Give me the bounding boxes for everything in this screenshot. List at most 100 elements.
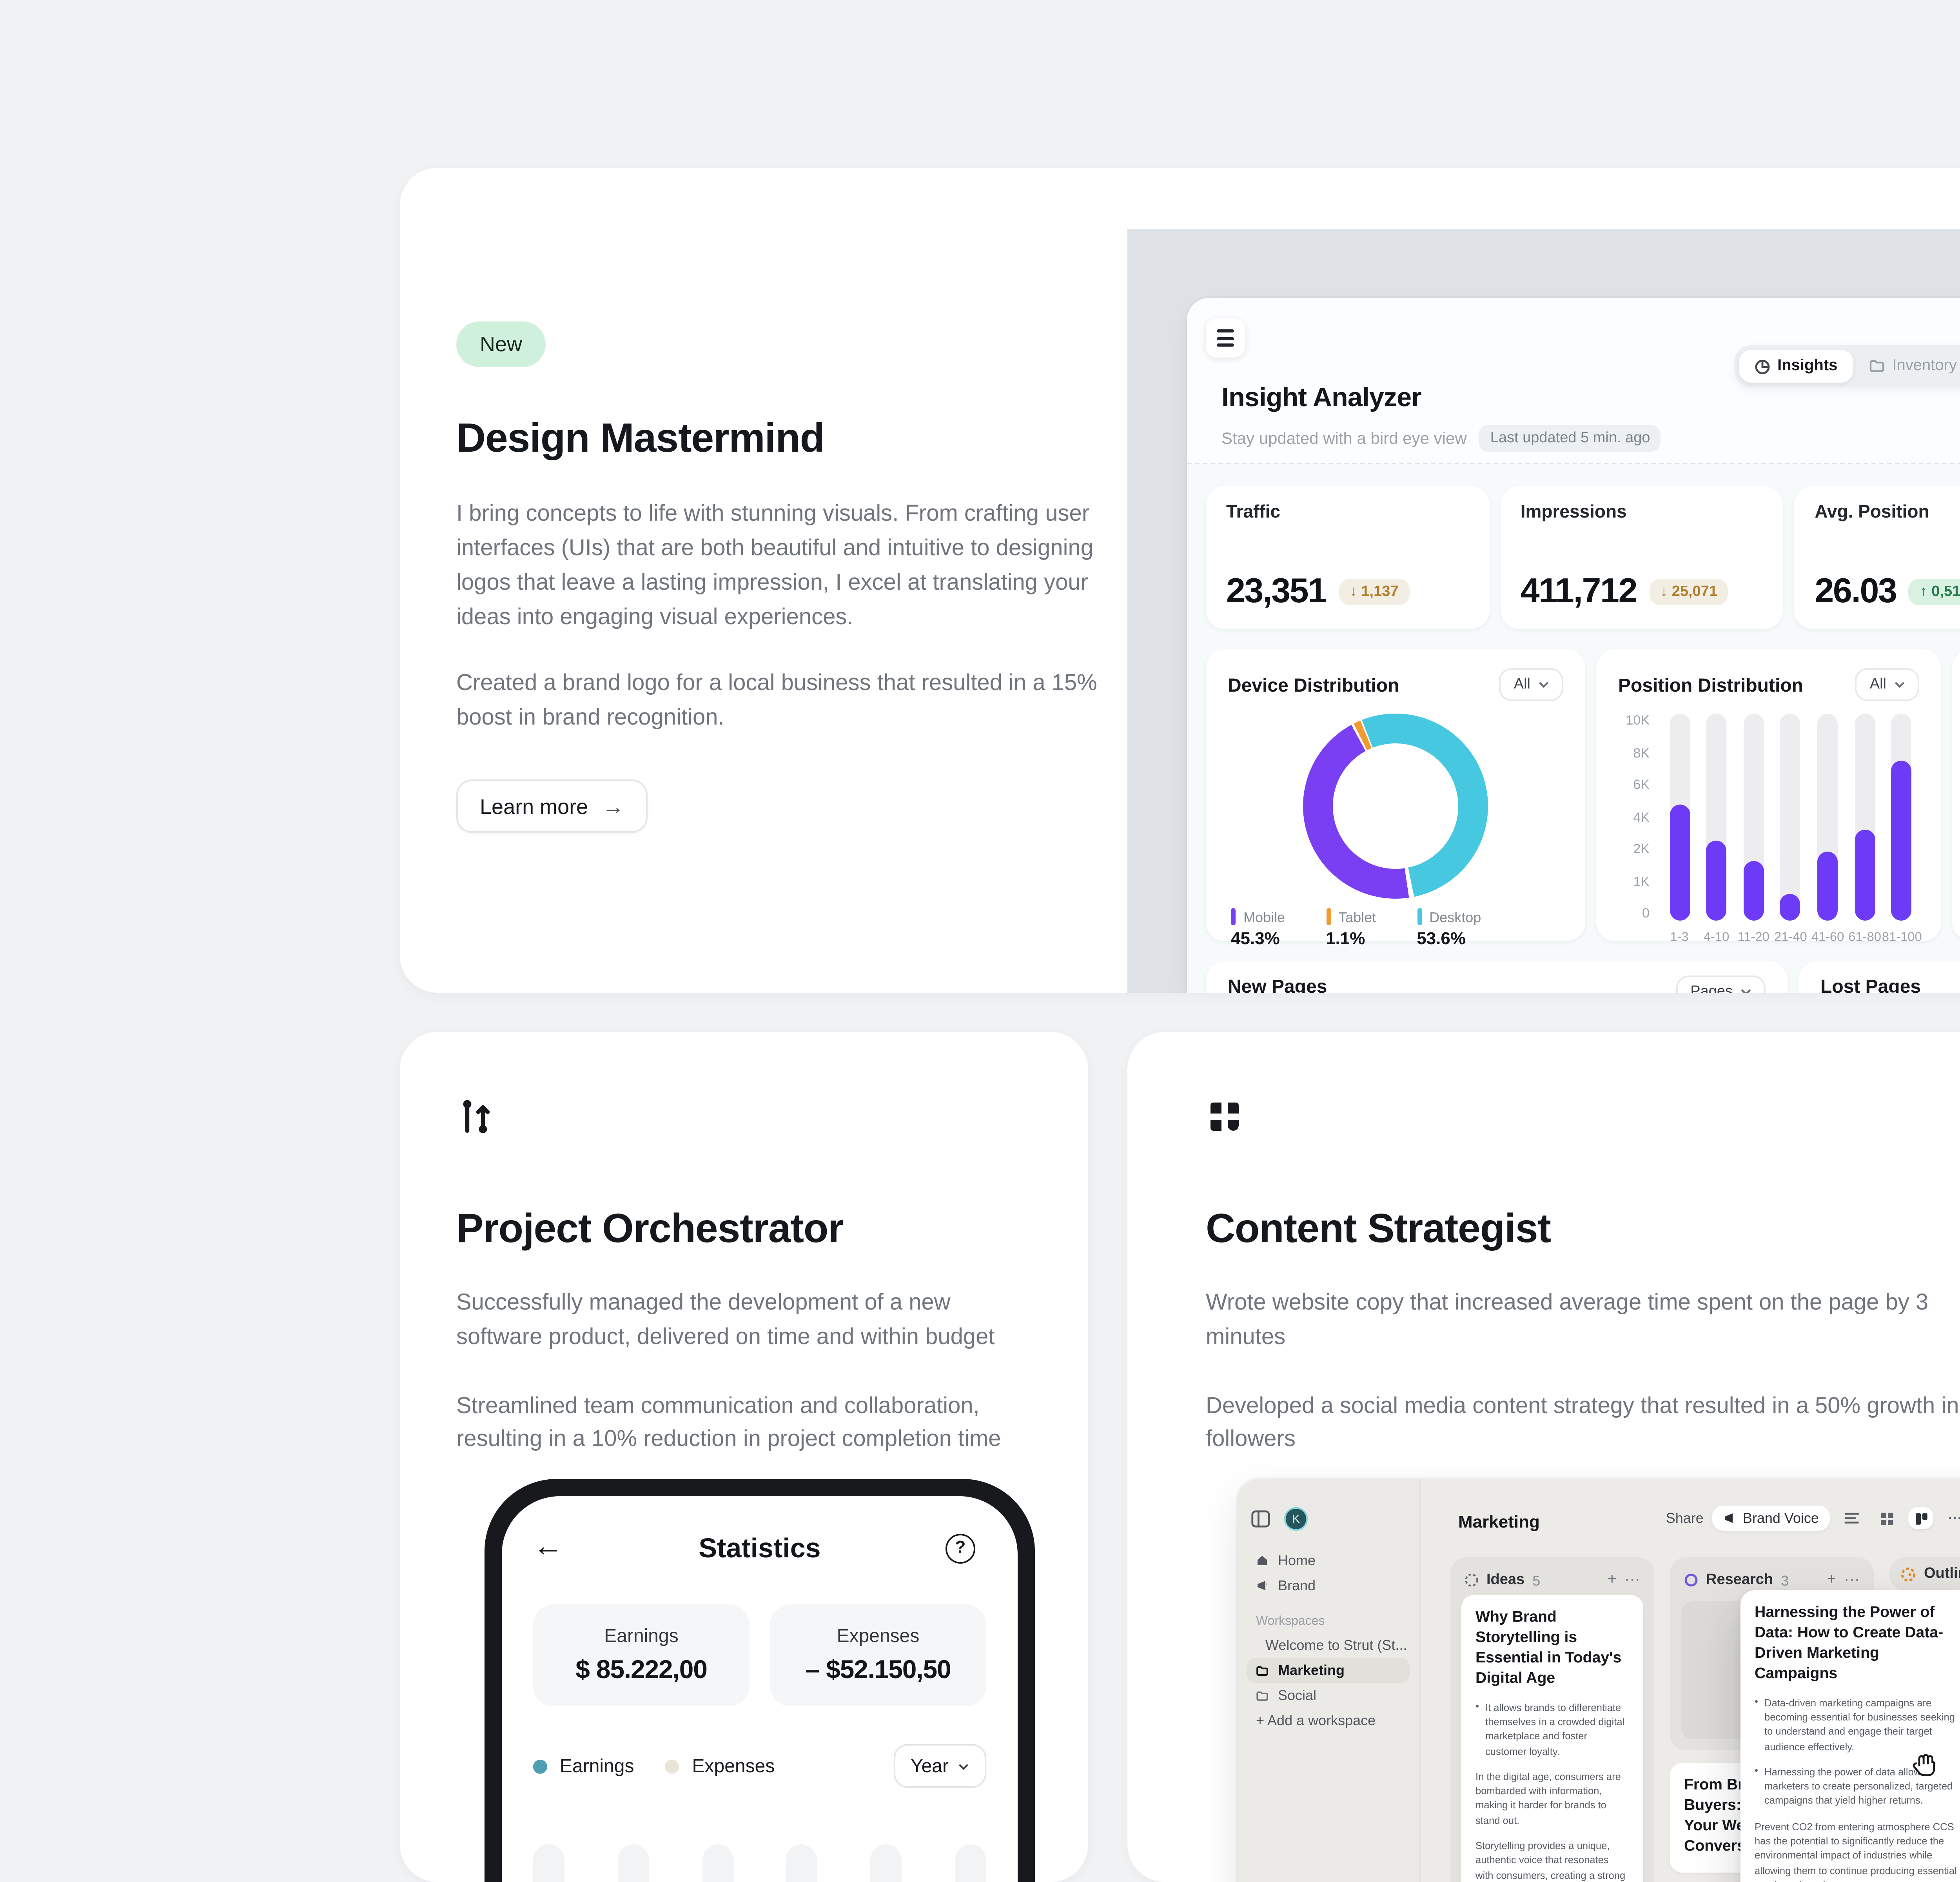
sidebar-item-social[interactable]: Social <box>1247 1683 1410 1708</box>
dragged-card[interactable]: Harnessing the Power of Data: How to Cre… <box>1740 1590 1960 1882</box>
year-select[interactable]: Year <box>893 1744 986 1788</box>
folder-icon <box>1869 360 1884 372</box>
device-donut <box>1303 714 1488 899</box>
topbar-actions: Share Brand Voice ··· <box>1666 1506 1960 1531</box>
back-arrow-icon[interactable]: ← <box>533 1531 563 1564</box>
stat-delta-badge: ↓ 25,071 <box>1649 578 1728 605</box>
year-select-value: Year <box>911 1755 949 1777</box>
learn-more-button[interactable]: Learn more → <box>456 779 648 833</box>
pages-row: New Pages Pages Lost Pages <box>1206 961 1960 993</box>
content-paragraph-1: Wrote website copy that increased averag… <box>1206 1291 1929 1350</box>
share-button[interactable]: Share <box>1666 1510 1704 1526</box>
desktop-swatch <box>1417 908 1422 925</box>
hero-title: Design Mastermind <box>456 414 825 461</box>
stat-delta: 25,071 <box>1671 583 1717 600</box>
more-options-icon[interactable]: ··· <box>1948 1510 1960 1526</box>
y-tick: 10K <box>1626 712 1650 728</box>
arrow-down-icon: ↓ <box>1660 583 1668 600</box>
bar-column: 21-40 <box>1773 714 1808 944</box>
stats-row: Traffic 23,351 ↓ 1,137 Impressions 411,7… <box>1206 486 1960 629</box>
mobile-swatch <box>1231 908 1236 925</box>
column-menu-icon[interactable]: ··· <box>1624 1571 1640 1589</box>
legend-label: Tablet <box>1338 909 1376 925</box>
menu-icon[interactable] <box>1206 318 1245 358</box>
bar-fill <box>1817 852 1838 921</box>
legend-label: Mobile <box>1243 909 1285 925</box>
x-tick: 41-60 <box>1811 930 1844 944</box>
bar-fill <box>1855 829 1875 921</box>
position-filter-select[interactable]: All <box>1855 668 1919 701</box>
bar-column: 61-80 <box>1847 714 1882 944</box>
tab-inventory[interactable]: Inventory <box>1853 350 1960 383</box>
column-menu-icon[interactable]: ··· <box>1844 1571 1860 1589</box>
chevron-down-icon <box>1895 682 1905 688</box>
help-icon[interactable]: ? <box>946 1533 975 1563</box>
stat-delta: 1,137 <box>1361 583 1399 600</box>
content-title: Content Strategist <box>1206 1204 1551 1252</box>
position-chart: 10K 8K 6K 4K 2K 1K 0 1-3 4-10 11-20 21-40 41-60 61-… <box>1618 712 1922 944</box>
strut-topbar: Marketing Share Brand Voice ··· <box>1421 1479 1960 1548</box>
brand-voice-button[interactable]: Brand Voice <box>1713 1506 1830 1531</box>
sidebar-item-label: Brand <box>1278 1578 1316 1593</box>
card-title: Why Brand Storytelling is Essential in T… <box>1475 1609 1622 1688</box>
kanban-view-icon[interactable] <box>1908 1507 1933 1529</box>
lost-pages-card: Lost Pages <box>1798 961 1960 993</box>
device-filter-select[interactable]: All <box>1499 668 1563 701</box>
y-tick: 2K <box>1633 841 1650 857</box>
sidebar-item-label: Home <box>1278 1553 1316 1568</box>
stat-card-impressions: Impressions 411,712 ↓ 25,071 <box>1500 486 1784 629</box>
dashboard-header: Insights Inventory Insight Analyzer Stay… <box>1187 298 1960 464</box>
idea-card-1[interactable]: Why Brand Storytelling is Essential in T… <box>1461 1595 1643 1882</box>
device-legend: Mobile 45.3% Tablet 1.1% Desktop 53.6% <box>1206 899 1585 949</box>
sidebar-item-label: Marketing <box>1278 1662 1345 1678</box>
add-card-icon[interactable]: + <box>1607 1571 1617 1589</box>
x-tick: 81-100 <box>1882 930 1922 944</box>
folder-icon <box>1256 1691 1268 1700</box>
list-view-icon[interactable] <box>1839 1507 1864 1529</box>
sidebar-item-marketing[interactable]: Marketing <box>1247 1658 1410 1683</box>
bar-fill <box>1706 840 1727 921</box>
expenses-label: Expenses <box>837 1625 920 1647</box>
y-tick: 6K <box>1633 776 1650 792</box>
sidebar-item-brand[interactable]: Brand <box>1247 1573 1410 1598</box>
bar-column: 11-20 <box>1736 714 1771 944</box>
legend-tablet: Tablet 1.1% <box>1326 908 1376 949</box>
stat-value: 26.03 <box>1815 571 1897 610</box>
dashboard-subtitle-row: Stay updated with a bird eye view Last u… <box>1221 425 1661 452</box>
arrow-down-icon: ↓ <box>1349 583 1357 600</box>
pie-chart-icon <box>1754 359 1769 374</box>
add-workspace-button[interactable]: + Add a workspace <box>1247 1708 1410 1733</box>
board-title: Marketing <box>1458 1513 1540 1532</box>
charts-row: Device Distribution All Mobile 45.3% <box>1206 649 1960 949</box>
dashboard-window: Insights Inventory Insight Analyzer Stay… <box>1187 298 1960 993</box>
sidebar-item-home[interactable]: Home <box>1247 1548 1410 1573</box>
expenses-dot <box>665 1759 680 1773</box>
add-workspace-label: + Add a workspace <box>1256 1713 1376 1728</box>
column-count: 5 <box>1532 1572 1541 1588</box>
stat-label: Traffic <box>1226 503 1281 522</box>
learn-more-label: Learn more <box>480 794 588 818</box>
sidebar-toggle-icon[interactable] <box>1251 1510 1270 1528</box>
megaphone-icon <box>1258 1581 1268 1590</box>
chevron-down-icon <box>1741 989 1751 993</box>
pages-filter-select[interactable]: Pages <box>1676 976 1766 993</box>
position-distribution-card: Position Distribution All 10K 8K 6K 4K 2K 1K 0… <box>1596 649 1941 944</box>
add-card-icon[interactable]: + <box>1827 1571 1836 1589</box>
sidebar-item-welcome[interactable]: Welcome to Strut (St... <box>1247 1633 1410 1658</box>
legend-label: Desktop <box>1429 909 1481 925</box>
stat-card-avg-position: Avg. Position 26.03 ↑ 0,51% <box>1794 486 1960 629</box>
stat-value: 411,712 <box>1520 571 1638 610</box>
bar-fill <box>1891 761 1912 921</box>
column-name: Research <box>1706 1571 1773 1589</box>
x-tick: 11-20 <box>1737 930 1769 944</box>
card-paragraph: In the digital age, consumers are bombar… <box>1475 1772 1621 1827</box>
tab-insights[interactable]: Insights <box>1738 350 1853 383</box>
y-tick: 4K <box>1633 808 1650 825</box>
avatar[interactable]: K <box>1284 1507 1308 1531</box>
content-strategist-card: Content Strategist Wrote website copy th… <box>1127 1032 1960 1882</box>
legend-mobile: Mobile 45.3% <box>1231 908 1285 949</box>
column-count: 3 <box>1781 1572 1789 1588</box>
phone-screen: ← Statistics ? Earnings $ 85.222,00 Expe… <box>502 1496 1018 1882</box>
grid-view-icon[interactable] <box>1874 1507 1899 1529</box>
